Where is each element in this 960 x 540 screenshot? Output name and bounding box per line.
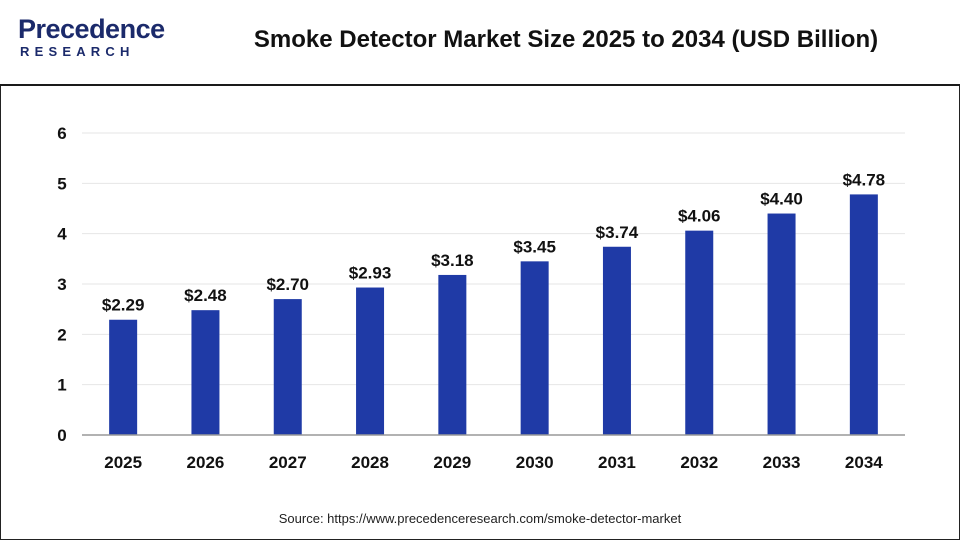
data-label-2029: $3.18	[431, 251, 474, 270]
bar-2030	[520, 261, 549, 435]
data-label-2033: $4.40	[760, 190, 803, 209]
data-label-2025: $2.29	[102, 296, 145, 315]
x-tick-label-2025: 2025	[104, 453, 142, 472]
brand-logo: Precedence RESEARCH	[16, 14, 166, 66]
source-note: Source: https://www.precedenceresearch.c…	[278, 511, 682, 526]
data-label-2028: $2.93	[349, 264, 392, 283]
x-tick-label-2032: 2032	[680, 453, 718, 472]
data-label-2026: $2.48	[184, 286, 227, 305]
data-label-2027: $2.70	[266, 275, 309, 294]
bar-2025	[109, 319, 138, 435]
bar-2031	[602, 246, 631, 435]
x-tick-label-2026: 2026	[187, 453, 225, 472]
header: Precedence RESEARCH Smoke Detector Marke…	[0, 0, 960, 84]
data-label-2034: $4.78	[843, 170, 886, 189]
y-axis-ticks: 0 1 2 3 4 5 6	[57, 124, 67, 445]
data-labels: $2.29 $2.48 $2.70 $2.93 $3.18 $3.45 $3.74 $4.06…	[102, 170, 885, 314]
x-tick-label-2027: 2027	[269, 453, 307, 472]
x-tick-label-2031: 2031	[598, 453, 636, 472]
y-tick-label: 0	[57, 426, 66, 445]
bar-2032	[685, 230, 714, 435]
bar-2034	[849, 194, 878, 435]
bar-2027	[273, 299, 302, 435]
header-divider	[0, 84, 960, 86]
y-tick-label: 6	[57, 124, 66, 143]
bars	[109, 194, 878, 435]
y-tick-label: 1	[57, 376, 66, 395]
x-tick-label-2033: 2033	[763, 453, 801, 472]
x-tick-label-2034: 2034	[845, 453, 883, 472]
data-label-2031: $3.74	[596, 223, 639, 242]
bar-2028	[356, 287, 385, 435]
chart-title: Smoke Detector Market Size 2025 to 2034 …	[253, 26, 879, 53]
y-tick-label: 3	[57, 275, 66, 294]
x-axis-ticks: 2025 2026 2027 2028 2029 2030 2031 2032 2033 2034	[104, 453, 883, 472]
data-label-2030: $3.45	[513, 237, 556, 256]
x-tick-label-2030: 2030	[516, 453, 554, 472]
logo-wordmark: Precedence	[18, 14, 165, 44]
data-label-2032: $4.06	[678, 207, 721, 226]
y-tick-label: 2	[57, 325, 66, 344]
y-tick-label: 4	[57, 225, 67, 244]
x-tick-label-2029: 2029	[433, 453, 471, 472]
bar-2033	[767, 213, 796, 435]
logo-subtitle: RESEARCH	[20, 44, 135, 59]
y-tick-label: 5	[57, 174, 66, 193]
bar-2026	[191, 310, 220, 435]
bar-2029	[438, 274, 467, 435]
x-tick-label-2028: 2028	[351, 453, 389, 472]
